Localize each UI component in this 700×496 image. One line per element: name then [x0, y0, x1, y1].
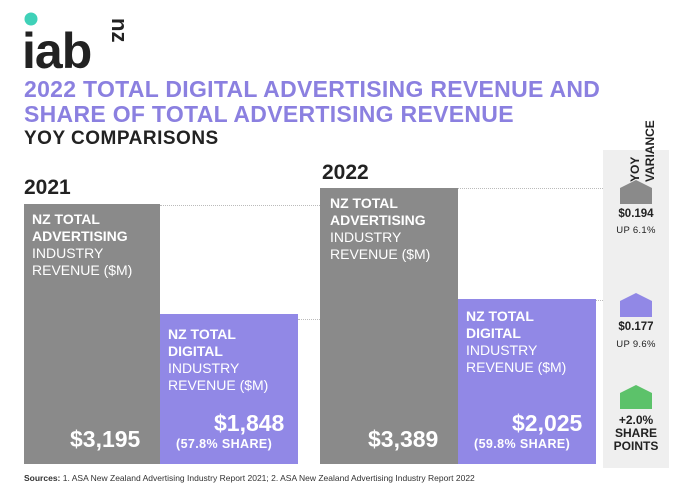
variance-header: YOY VARIANCE — [628, 120, 657, 182]
sources-footnote: Sources: 1. ASA New Zealand Advertising … — [24, 473, 475, 483]
guide-line-2022-total — [458, 188, 603, 189]
bar-2021-digital-value: $1,848 — [214, 410, 285, 436]
up-arrow-share-icon — [620, 385, 652, 409]
bar-2022-total-revenue — [320, 188, 458, 464]
iab-nz-logo: iab nz — [22, 12, 132, 72]
up-arrow-digital-icon — [620, 293, 652, 317]
variance-header-line1: YOY — [628, 157, 642, 182]
bar-2022-digital-revenue — [458, 299, 596, 464]
guide-line-2021-total — [160, 205, 320, 206]
guide-line-2022-digital — [596, 300, 603, 301]
bar-2022-digital-share: (59.8% SHARE) — [474, 437, 571, 451]
bar-2021-digital-label: NZ TOTAL DIGITAL INDUSTRY REVENUE ($M) — [168, 326, 269, 393]
bar-2021-total-revenue — [24, 204, 160, 464]
variance-header-line2: VARIANCE — [643, 120, 657, 182]
variance-total-pct: UP 6.1% — [616, 225, 656, 236]
chart-title-line2: SHARE OF TOTAL ADVERTISING REVENUE — [24, 101, 514, 127]
category-label-2022: 2022 — [322, 161, 369, 184]
bar-2022-digital-value: $2,025 — [512, 410, 583, 436]
chart-title-line1: 2022 TOTAL DIGITAL ADVERTISING REVENUE A… — [24, 76, 601, 102]
bar-2021-digital-revenue — [160, 314, 298, 464]
variance-total-value: $0.194 — [618, 208, 654, 220]
bar-2022-digital-label: NZ TOTAL DIGITAL INDUSTRY REVENUE ($M) — [466, 308, 567, 375]
logo-text: iab — [22, 23, 91, 72]
up-arrow-total-icon — [620, 180, 652, 204]
guide-line-2021-digital — [298, 319, 320, 320]
variance-digital-pct: UP 9.6% — [616, 339, 656, 350]
chart-subtitle: YOY COMPARISONS — [24, 128, 219, 149]
category-label-2021: 2021 — [24, 176, 71, 199]
logo-suffix: nz — [107, 18, 132, 42]
bar-2021-total-label: NZ TOTAL ADVERTISING INDUSTRY REVENUE ($… — [32, 211, 133, 278]
logo-dot-icon — [24, 12, 38, 26]
variance-digital-value: $0.177 — [618, 321, 654, 333]
bar-2021-digital-share: (57.8% SHARE) — [176, 437, 273, 451]
bar-2021-total-value: $3,195 — [70, 426, 141, 452]
bar-2022-total-label: NZ TOTAL ADVERTISING INDUSTRY REVENUE ($… — [330, 195, 431, 262]
variance-share-points: +2.0% SHARE POINTS — [613, 413, 659, 453]
bar-2022-total-value: $3,389 — [368, 426, 439, 452]
